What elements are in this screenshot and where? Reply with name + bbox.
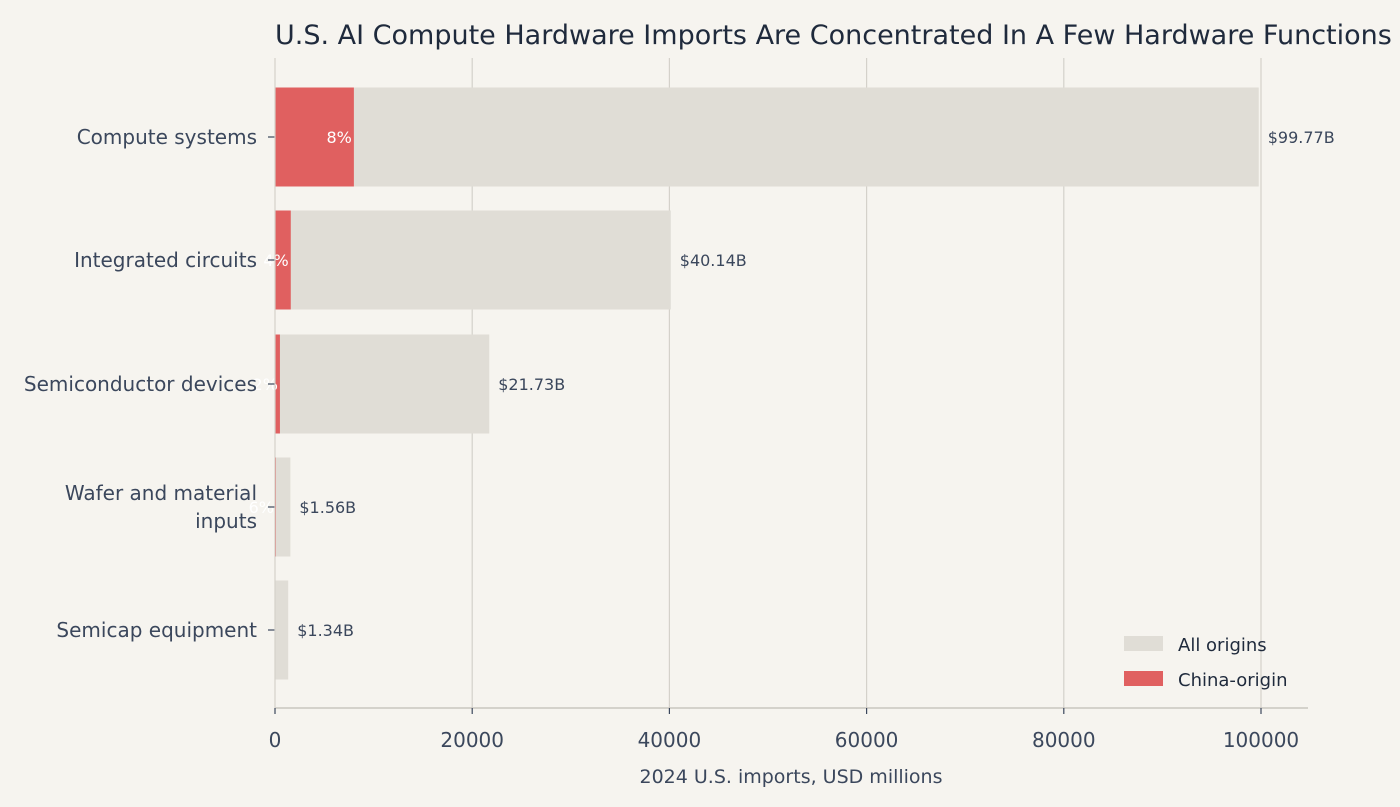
chart-title: U.S. AI Compute Hardware Imports Are Con… — [275, 20, 1392, 51]
total-value-label: $1.56B — [299, 498, 356, 517]
category-label: Integrated circuits — [74, 248, 257, 272]
category-label: Semicap equipment — [56, 618, 257, 642]
category-label: Semiconductor devices — [24, 372, 257, 396]
total-value-label: $99.77B — [1268, 128, 1335, 147]
bar-all-origins — [275, 87, 1259, 187]
bar-all-origins — [275, 457, 291, 557]
category-label: Wafer and material — [65, 481, 257, 505]
bar-all-origins — [275, 210, 671, 310]
china-share-label: 6% — [249, 498, 274, 517]
category-label: Compute systems — [77, 125, 257, 149]
legend-label: All origins — [1178, 635, 1267, 656]
x-tick-label: 0 — [269, 728, 282, 752]
bar-all-origins — [275, 580, 289, 680]
legend-swatch — [1124, 671, 1163, 686]
total-value-label: $1.34B — [297, 621, 354, 640]
bar-china-origin — [275, 210, 291, 310]
x-tick-label: 100000 — [1223, 728, 1299, 752]
legend-swatch — [1124, 636, 1163, 651]
china-share-label: 8% — [326, 128, 351, 147]
x-axis: 0 20000 40000 60000 80000 100000 — [269, 58, 1308, 752]
bar-all-origins — [275, 334, 490, 434]
x-axis-title: 2024 U.S. imports, USD millions — [639, 766, 942, 788]
bars: $99.77B 8% $40.14B 4% $21.73B 2% $1.56B 6% $1.34… — [249, 87, 1335, 680]
china-share-label: 2% — [253, 375, 278, 394]
x-tick-label: 80000 — [1032, 728, 1096, 752]
bar-china-origin — [275, 334, 280, 434]
x-tick-label: 20000 — [440, 728, 504, 752]
category-label: inputs — [195, 509, 257, 533]
x-tick-label: 60000 — [835, 728, 899, 752]
legend: All origins China-origin — [1124, 635, 1288, 691]
total-value-label: $40.14B — [680, 251, 747, 270]
legend-label: China-origin — [1178, 670, 1288, 691]
x-tick-label: 40000 — [638, 728, 702, 752]
bar-china-origin — [275, 87, 354, 187]
category-labels: Compute systems Integrated circuits Semico… — [24, 125, 275, 642]
china-share-label: 4% — [263, 251, 288, 270]
total-value-label: $21.73B — [498, 375, 565, 394]
